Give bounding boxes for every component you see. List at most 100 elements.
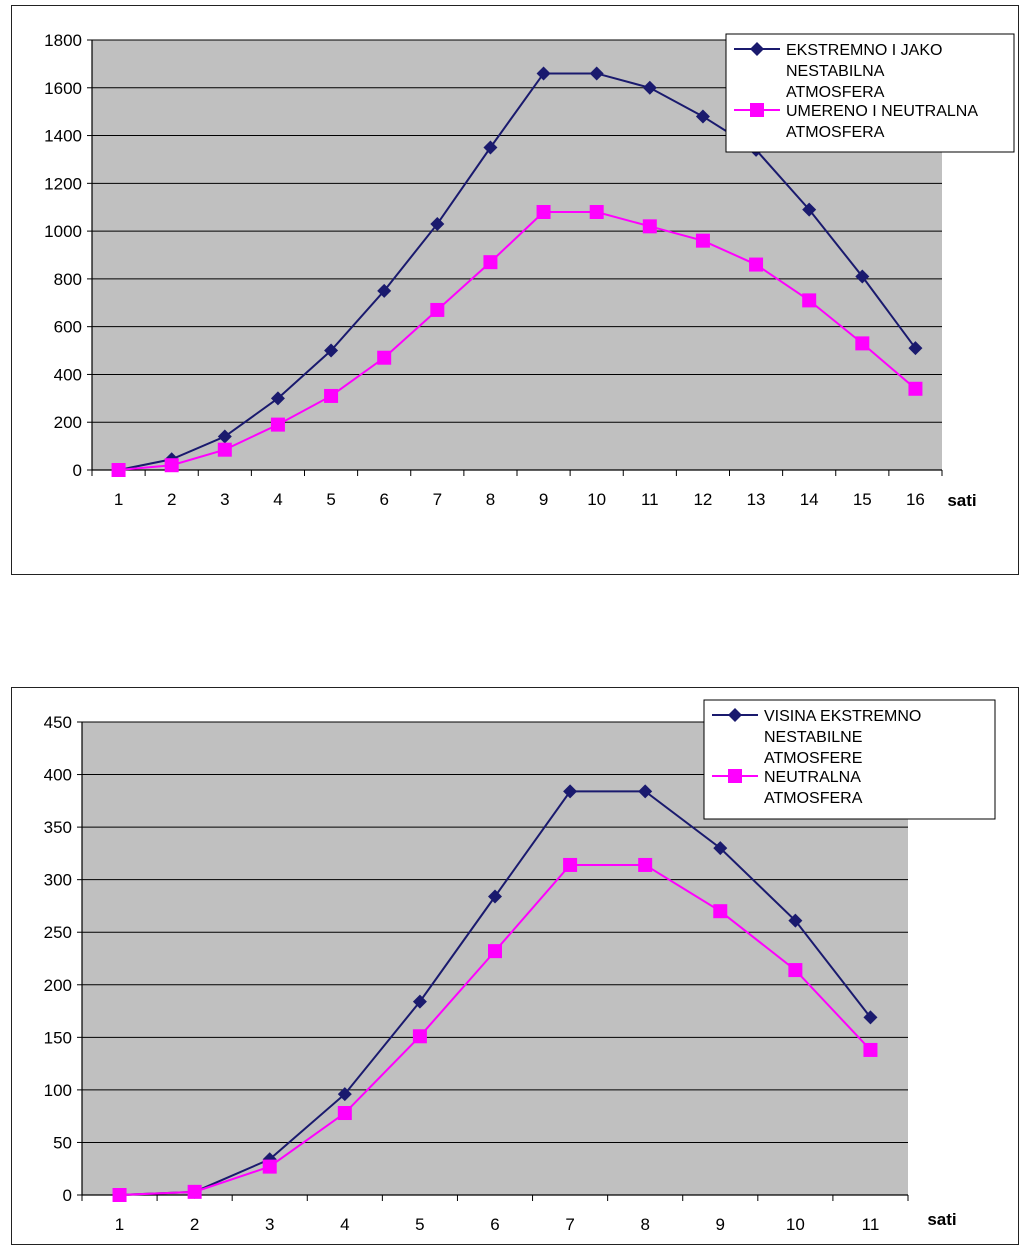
chart-1-series-2-point — [536, 205, 551, 219]
chart-2-x-tick-label: 5 — [415, 1215, 424, 1234]
chart-2-y-tick-label: 350 — [44, 818, 72, 837]
chart-2: 0 50 100 150 200 250 300 350 400 450 1 2 3 4 5 6 7 8 9 10 11… — [11, 687, 1019, 1245]
chart-1-legend — [725, 33, 1015, 153]
chart-2-series-1-point — [563, 784, 578, 799]
chart-1-series-2-point — [111, 463, 126, 477]
chart-1: 0 200 400 600 800 1000 1200 1400 1600 1800 1 2 3 4 5 6 7… — [11, 5, 1019, 575]
chart-2-x-tick-label: 8 — [640, 1215, 649, 1234]
chart-2-series-2-point — [863, 1042, 878, 1057]
chart-2-series-2-point — [187, 1184, 202, 1199]
chart-1-x-tick-label: 3 — [220, 490, 229, 509]
chart-2-series-2-point — [563, 857, 578, 872]
chart-1-series-1-point — [324, 343, 339, 358]
chart-2-x-axis-label: sati — [927, 1210, 956, 1229]
chart-2-series-2-point — [788, 963, 803, 978]
chart-1-x-tick-label: 8 — [486, 490, 495, 509]
chart-2-series-1-point — [488, 889, 502, 904]
chart-2-svg: 0 50 100 150 200 250 300 350 400 450 1 2 3 4 5 6 7 8 9 10 11… — [44, 699, 996, 1234]
chart-1-series-1-point — [855, 269, 870, 284]
chart-2-series-1-point — [713, 841, 728, 856]
chart-1-x-tick-label: 10 — [587, 490, 606, 509]
chart-2-x-tick-label: 6 — [490, 1215, 499, 1234]
chart-2-x-tick-label: 3 — [265, 1215, 274, 1234]
chart-2-series-2-point — [638, 857, 653, 872]
chart-1-series-1-point — [483, 140, 498, 155]
chart-1-legend-swatch-marker — [750, 103, 764, 117]
chart-2-x-tick-label: 2 — [190, 1215, 199, 1234]
chart-1-series-2-point — [642, 219, 657, 234]
chart-1-series-2-point — [164, 458, 179, 473]
chart-1-legend-label: ATMOSFERA — [786, 124, 885, 141]
chart-2-legend-label: VISINA EKSTREMNO — [764, 708, 921, 725]
chart-2-series-1-point — [638, 784, 653, 799]
chart-1-y-tick-label: 1600 — [44, 79, 82, 98]
chart-2-y-tick-label: 150 — [44, 1028, 72, 1047]
chart-2-x-tick-label: 4 — [340, 1215, 349, 1234]
chart-2-series-1-point — [412, 994, 427, 1009]
chart-2-y-tick-label: 50 — [53, 1133, 72, 1152]
chart-1-series-2-point — [324, 388, 339, 403]
chart-2-y-tick-label: 200 — [44, 976, 72, 995]
chart-2-legend-label: ATMOSFERA — [764, 790, 863, 807]
chart-1-series-1-point — [430, 216, 445, 231]
chart-2-y-tick-label: 450 — [44, 713, 72, 732]
chart-2-series-2-point — [412, 1029, 427, 1044]
chart-2-y-tick-label: 250 — [44, 923, 72, 942]
chart-1-y-tick-label: 600 — [54, 318, 82, 337]
chart-1-y-tick-label: 400 — [54, 365, 82, 384]
chart-2-series-1-point — [788, 913, 803, 928]
chart-1-x-tick-label: 2 — [167, 490, 176, 509]
chart-1-series-1-point — [802, 202, 817, 217]
chart-1-legend-swatch-marker — [750, 42, 764, 56]
chart-1-series-1-point — [695, 109, 710, 124]
chart-1-x-tick-label: 5 — [326, 490, 335, 509]
chart-1-y-tick-label: 1400 — [44, 127, 82, 146]
chart-2-y-tick-label: 0 — [63, 1186, 72, 1205]
chart-2-series-2-point — [112, 1188, 127, 1202]
chart-2-x-tick-label: 11 — [862, 1215, 880, 1234]
chart-1-series-2-point — [217, 442, 232, 457]
chart-1-series-2-point — [589, 205, 604, 219]
chart-2-series-2-point — [488, 944, 502, 959]
chart-1-x-tick-label: 12 — [693, 490, 712, 509]
chart-1-series-1-point — [270, 391, 285, 406]
chart-2-series-2-point — [337, 1106, 352, 1121]
chart-2-series-2-point — [713, 904, 728, 919]
chart-2-legend — [703, 699, 996, 820]
chart-2-y-tick-label: 400 — [44, 766, 72, 785]
chart-1-x-tick-label: 7 — [433, 490, 442, 509]
chart-1-series-2-point — [377, 350, 392, 365]
chart-2-x-tick-label: 1 — [115, 1215, 124, 1234]
chart-1-series-1-point — [642, 80, 657, 95]
chart-1-x-tick-label: 1 — [114, 490, 123, 509]
chart-2-legend-swatch-marker — [728, 769, 742, 783]
chart-2-legend-label: NEUTRALNA — [764, 769, 861, 786]
chart-2-legend-label: ATMOSFERE — [764, 750, 862, 767]
chart-1-legend-label: ATMOSFERA — [786, 84, 885, 101]
chart-1-legend-label: UMERENO I NEUTRALNA — [786, 103, 978, 120]
chart-1-legend-label: NESTABILNA — [786, 63, 885, 80]
chart-1-series-2-point — [749, 257, 764, 272]
chart-1-y-tick-label: 1200 — [44, 174, 82, 193]
chart-1-series-2-line — [118, 211, 917, 471]
chart-1-series-2-point — [855, 336, 870, 351]
chart-1-x-tick-label: 6 — [379, 490, 388, 509]
chart-2-x-tick-label: 10 — [786, 1215, 805, 1234]
chart-1-series-1-point — [377, 283, 392, 298]
chart-1-x-tick-label: 11 — [641, 490, 659, 509]
chart-1-x-tick-label: 14 — [800, 490, 819, 509]
chart-2-series-1-point — [863, 1010, 878, 1025]
chart-1-series-1-point — [908, 341, 923, 356]
chart-1-x-tick-label: 13 — [747, 490, 766, 509]
chart-1-series-1-line — [118, 72, 917, 471]
chart-1-y-tick-label: 1000 — [44, 222, 82, 241]
chart-1-y-tick-label: 200 — [54, 413, 82, 432]
chart-2-x-tick-label: 7 — [565, 1215, 574, 1234]
chart-1-series-1-point — [536, 66, 551, 81]
chart-1-series-2-point — [483, 255, 498, 270]
chart-1-x-tick-label: 4 — [273, 490, 282, 509]
chart-2-x-tick-label: 9 — [716, 1215, 725, 1234]
chart-1-series-1-point — [589, 66, 604, 81]
chart-1-series-2-point — [270, 417, 285, 432]
